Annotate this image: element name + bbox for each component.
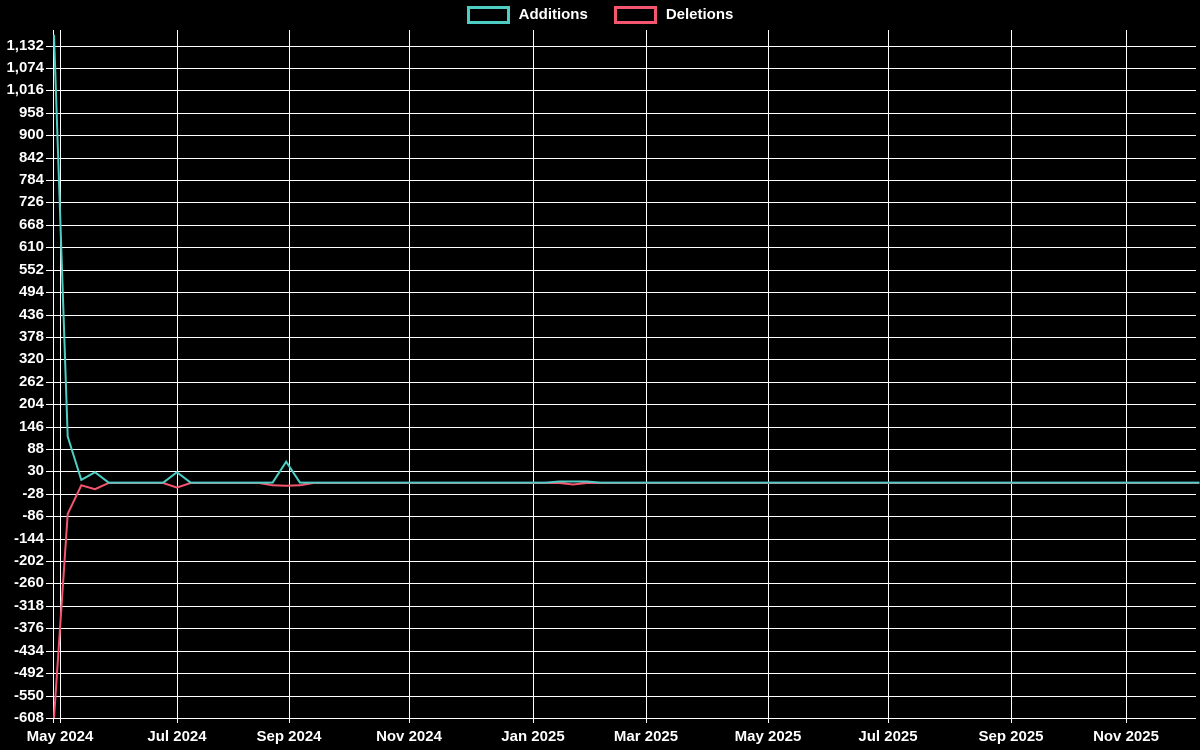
- axes: [46, 30, 54, 723]
- legend-label-deletions: Deletions: [665, 6, 734, 23]
- series-line-additions: [53, 34, 1200, 484]
- additions-swatch-icon: [466, 6, 510, 24]
- deletions-swatch-icon: [613, 6, 657, 24]
- chart-legend: Additions Deletions: [0, 6, 1200, 24]
- gridlines: [53, 30, 1196, 723]
- legend-item-additions: Additions: [466, 6, 588, 24]
- series-line-deletions: [53, 482, 1200, 718]
- legend-label-additions: Additions: [518, 6, 588, 23]
- legend-item-deletions: Deletions: [613, 6, 734, 24]
- data-series: [53, 34, 1200, 718]
